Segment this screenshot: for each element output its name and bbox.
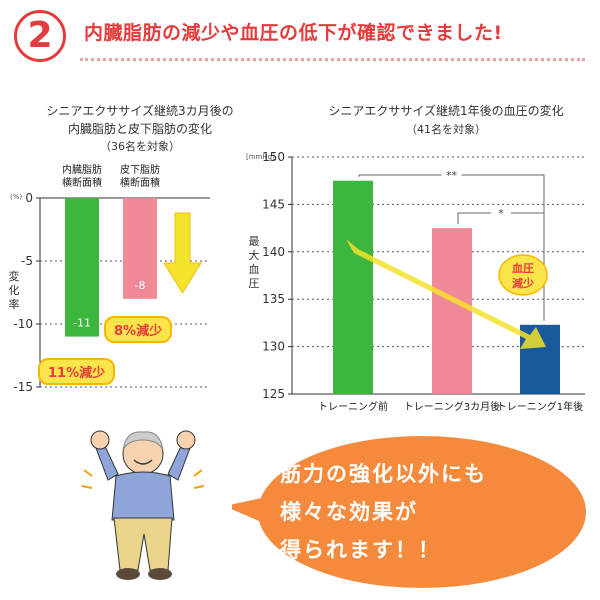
category-label: 内臓脂肪 bbox=[62, 163, 102, 176]
ylabel-char: 圧 bbox=[249, 277, 260, 290]
chart-left-unit: (%) bbox=[10, 193, 22, 201]
bar bbox=[432, 228, 472, 394]
chart-left-title: シニアエクササイズ継続3カ月後の bbox=[46, 103, 233, 118]
y-tick-label: 0 bbox=[25, 191, 33, 205]
headline: 内臓脂肪の減少や血圧の低下が確認できました! bbox=[84, 22, 503, 44]
down-arrow-icon bbox=[163, 212, 202, 294]
y-tick-label: 135 bbox=[262, 292, 285, 306]
chart-right-title: シニアエクササイズ継続1年後の血圧の変化 bbox=[328, 103, 563, 118]
header: 2 内臓脂肪の減少や血圧の低下が確認できました! bbox=[0, 0, 600, 80]
category-label: 横断面積 bbox=[120, 176, 160, 189]
bp-bubble-line2: 減少 bbox=[512, 276, 534, 290]
speech-line-1: 筋力の強化以外にも bbox=[280, 462, 487, 486]
bar bbox=[123, 198, 157, 299]
bar-value-label: -11 bbox=[73, 317, 91, 330]
speech-line-2: 様々な効果が bbox=[280, 500, 418, 524]
ylabel-char: 最 bbox=[249, 235, 260, 248]
y-tick-label: -10 bbox=[13, 317, 33, 331]
significance-mask bbox=[441, 168, 462, 182]
category-label: 横断面積 bbox=[62, 176, 102, 189]
diagonal-arrow-icon bbox=[346, 239, 546, 349]
significance-label: ** bbox=[446, 169, 458, 182]
bp-decrease-bubble: 血圧 減少 bbox=[498, 254, 548, 296]
bar bbox=[65, 198, 99, 337]
speech-bubble: 筋力の強化以外にも 様々な効果が 得られます！！ bbox=[232, 432, 588, 592]
category-label: トレーニング1年後 bbox=[497, 400, 583, 413]
y-tick-label: 130 bbox=[262, 340, 285, 354]
ylabel-char: 血 bbox=[249, 262, 260, 276]
speech-line-3: 得られます！！ bbox=[280, 538, 441, 562]
significance-mask bbox=[491, 206, 511, 220]
blood-pressure-chart: シニアエクササイズ継続1年後の血圧の変化 （41名を対象） [mmHg] 最大血… bbox=[246, 103, 585, 413]
y-tick-label: 140 bbox=[262, 245, 285, 259]
number-badge: 2 bbox=[14, 10, 66, 62]
dotted-divider bbox=[80, 58, 585, 61]
y-tick-label: 125 bbox=[262, 387, 285, 401]
bar-value-label: -8 bbox=[135, 279, 146, 292]
category-label: トレーニング前 bbox=[318, 400, 388, 413]
ylabel-char: 化 bbox=[9, 283, 20, 297]
chart-right-subtitle: （41名を対象） bbox=[406, 122, 486, 136]
category-label: 皮下脂肪 bbox=[120, 163, 160, 176]
ylabel-char: 変 bbox=[9, 269, 20, 283]
y-tick-label: 145 bbox=[262, 197, 285, 211]
y-tick-label: -5 bbox=[21, 254, 33, 268]
fat-change-chart: シニアエクササイズ継続3カ月後の 内臓脂肪と皮下脂肪の変化 （36名を対象） (… bbox=[9, 103, 234, 394]
y-tick-label: 150 bbox=[262, 150, 285, 164]
chart-right-unit: [mmHg] bbox=[246, 153, 275, 161]
chart-left-subtitle: （36名を対象） bbox=[100, 139, 180, 153]
ylabel-char: 大 bbox=[249, 248, 260, 262]
ylabel-char: 率 bbox=[9, 297, 20, 311]
decrease-tag-subcutaneous: 8%減少 bbox=[104, 316, 173, 343]
significance-label: * bbox=[498, 207, 504, 220]
bar bbox=[333, 180, 373, 394]
chart-left-ylabel: 変化率 bbox=[9, 269, 20, 311]
decrease-tag-visceral: 11%減少 bbox=[38, 358, 116, 385]
bp-bubble-line1: 血圧 bbox=[512, 261, 534, 275]
chart-left-title2: 内臓脂肪と皮下脂肪の変化 bbox=[68, 121, 212, 136]
elderly-man-illustration bbox=[81, 430, 205, 580]
category-label: トレーニング3カ月後 bbox=[404, 400, 500, 413]
y-tick-label: -15 bbox=[13, 380, 33, 394]
